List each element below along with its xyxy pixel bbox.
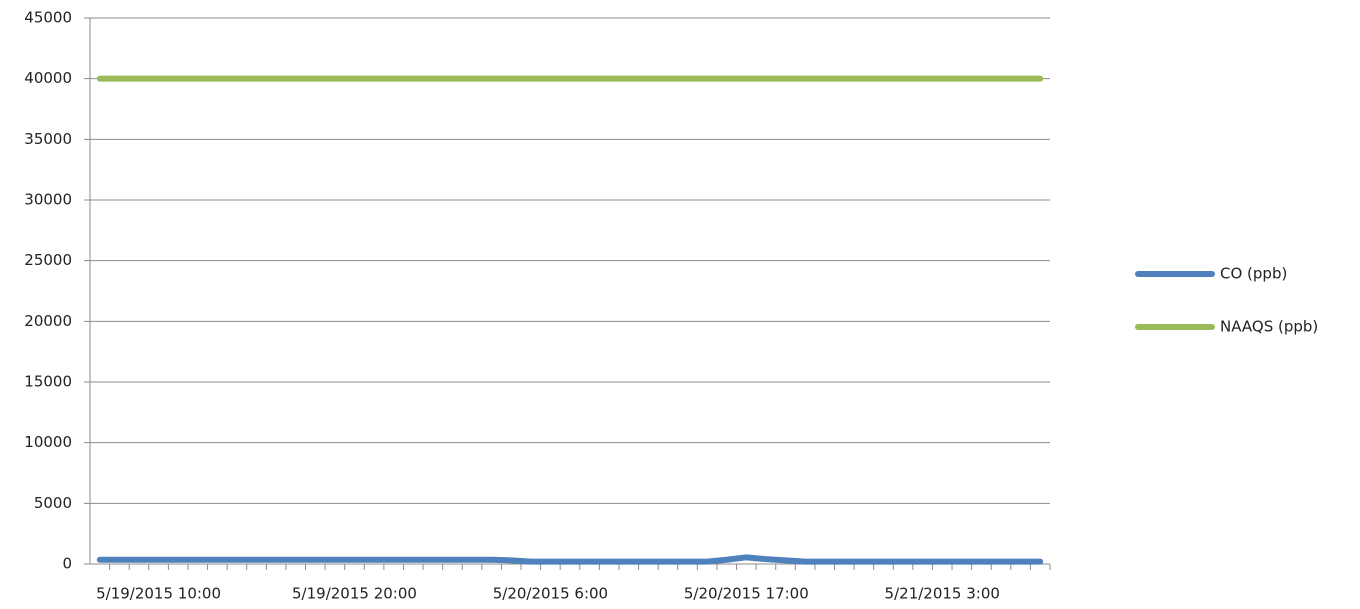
x-tick-label: 5/20/2015 17:00 bbox=[684, 585, 809, 603]
y-tick-label: 35000 bbox=[24, 130, 72, 148]
y-tick-label: 20000 bbox=[24, 312, 72, 330]
legend-label: NAAQS (ppb) bbox=[1220, 318, 1318, 336]
x-tick-label: 5/21/2015 3:00 bbox=[885, 585, 1000, 603]
y-tick-label: 25000 bbox=[24, 251, 72, 269]
y-tick-label: 5000 bbox=[34, 494, 72, 512]
y-tick-label: 10000 bbox=[24, 433, 72, 451]
x-tick-label: 5/19/2015 20:00 bbox=[292, 585, 417, 603]
y-tick-label: 45000 bbox=[24, 9, 72, 27]
series-line bbox=[96, 554, 1044, 565]
legend-label: CO (ppb) bbox=[1220, 265, 1287, 283]
y-tick-label: 30000 bbox=[24, 191, 72, 209]
x-tick-label: 5/20/2015 6:00 bbox=[493, 585, 608, 603]
x-tick-label: 5/19/2015 10:00 bbox=[96, 585, 221, 603]
y-tick-label: 0 bbox=[62, 555, 72, 573]
y-tick-label: 15000 bbox=[24, 373, 72, 391]
y-tick-label: 40000 bbox=[24, 69, 72, 87]
